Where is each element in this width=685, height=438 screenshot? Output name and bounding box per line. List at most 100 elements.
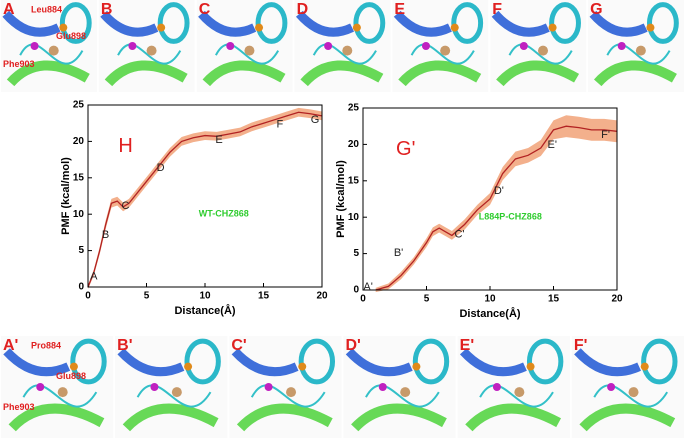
panel-label: B'	[117, 337, 132, 354]
helix	[236, 403, 333, 432]
residue	[30, 42, 39, 50]
y-tick-label: 20	[73, 136, 85, 147]
residue	[640, 362, 649, 371]
snapshot: D'	[343, 336, 456, 438]
sheet	[589, 10, 648, 37]
residue	[526, 362, 535, 371]
panel-label: C'	[231, 337, 246, 354]
panel-label: A'	[3, 337, 18, 354]
snapshot: F'	[571, 336, 684, 438]
coil	[641, 338, 678, 385]
x-tick-label: 5	[424, 294, 430, 305]
residue	[519, 42, 528, 50]
snapshot: C	[196, 0, 293, 92]
y-tick-label: 10	[73, 209, 85, 220]
residue	[184, 362, 193, 371]
sheet	[459, 348, 527, 377]
residue	[128, 42, 137, 50]
panel-label: E'	[460, 337, 474, 354]
sheet	[345, 348, 413, 377]
residue	[69, 362, 78, 371]
x-axis-label: Distance(Å)	[174, 304, 235, 317]
point-label: B'	[394, 247, 403, 259]
coil	[184, 338, 221, 385]
x-tick-label: 15	[548, 294, 560, 305]
coil	[59, 2, 92, 44]
coil	[255, 2, 288, 44]
residue-label: Glu898	[56, 31, 86, 41]
helix	[300, 60, 384, 87]
panel-label: D'	[346, 337, 361, 354]
panel-label: C	[199, 1, 211, 18]
y-tick-label: 15	[348, 175, 360, 186]
snapshot: B'	[115, 336, 228, 438]
loop	[479, 384, 554, 408]
loop	[365, 384, 440, 408]
ligand	[171, 387, 182, 398]
panel-label: F	[492, 1, 502, 18]
point-label: F'	[601, 129, 610, 141]
coil	[646, 2, 679, 44]
residue	[607, 383, 616, 391]
loop	[606, 43, 671, 65]
point-label: A'	[363, 281, 372, 293]
coil	[526, 338, 564, 385]
sheet	[117, 348, 185, 377]
y-tick-label: 15	[73, 172, 85, 183]
point-label: E	[215, 134, 222, 146]
loop	[593, 384, 669, 408]
coil	[298, 338, 336, 385]
residue	[378, 383, 387, 391]
chart-title: G'	[396, 138, 415, 160]
ligand	[146, 45, 157, 56]
residue	[226, 42, 235, 50]
coil	[157, 2, 190, 44]
snapshot: D	[294, 0, 391, 92]
ligand	[440, 45, 451, 56]
residue	[324, 42, 333, 50]
loop	[19, 43, 84, 65]
point-label: C	[121, 200, 129, 212]
x-tick-label: 20	[611, 294, 623, 305]
x-tick-label: 10	[199, 291, 211, 302]
loop	[508, 43, 573, 65]
sheet	[574, 348, 641, 377]
residue-label: Phe903	[3, 402, 35, 412]
helix	[465, 403, 562, 432]
loop	[214, 43, 280, 65]
sheet	[100, 10, 159, 37]
coil	[70, 338, 107, 385]
loop	[136, 384, 212, 408]
snapshot: F	[490, 0, 587, 92]
snapshot: A' Pro884 Glu898 Phe903	[1, 336, 114, 438]
loop	[410, 43, 475, 65]
ligand	[628, 387, 639, 398]
ligand	[514, 387, 525, 398]
sheet	[393, 10, 452, 37]
sheet	[2, 10, 61, 37]
point-label: F	[277, 119, 284, 131]
helix	[6, 60, 90, 87]
y-tick-label: 25	[348, 103, 360, 114]
loop	[117, 43, 182, 65]
chart-note: L884P-CHZ868	[479, 212, 542, 222]
y-axis-label: PMF (kcal/mol)	[60, 157, 72, 235]
sheet	[3, 348, 71, 377]
residue-label: Leu884	[31, 4, 62, 14]
helix	[594, 60, 677, 87]
point-label: E'	[548, 139, 557, 151]
helix	[496, 60, 580, 87]
y-tick-label: 10	[348, 212, 360, 223]
x-tick-label: 0	[360, 294, 366, 305]
helix	[398, 60, 482, 87]
point-label: C'	[454, 229, 464, 241]
residue-label: Phe903	[3, 59, 35, 69]
coil	[451, 2, 484, 44]
residue	[36, 383, 45, 391]
x-tick-label: 10	[484, 294, 496, 305]
loop	[250, 384, 326, 408]
ligand	[635, 45, 646, 56]
x-tick-label: 15	[258, 291, 270, 302]
helix	[579, 403, 676, 432]
